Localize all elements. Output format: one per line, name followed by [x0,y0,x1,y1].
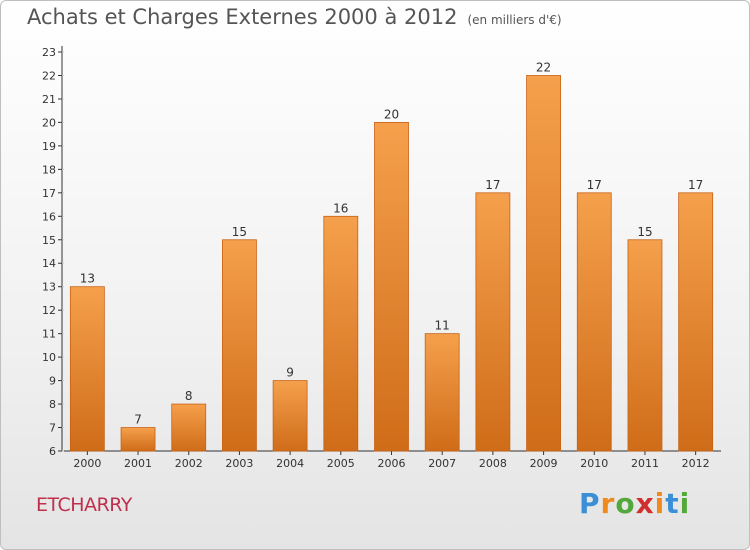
chart-title: Achats et Charges Externes 2000 à 2012 (e… [27,5,562,29]
y-tick-label: 22 [42,69,56,82]
bar-value-label: 8 [185,389,193,403]
x-tick-label: 2003 [225,457,253,470]
logo-letter: o [615,487,636,520]
bar-value-label: 7 [134,413,142,427]
bar [424,333,460,452]
bar [120,427,156,452]
y-tick-label: 13 [42,281,56,294]
y-tick-label: 11 [42,328,56,341]
x-tick-label: 2006 [378,457,406,470]
bar [272,380,308,452]
y-tick-label: 7 [49,422,56,435]
x-tick-label: 2000 [73,457,101,470]
y-tick-label: 15 [42,234,56,247]
y-tick-label: 18 [42,163,56,176]
x-tick-label: 2010 [580,457,608,470]
bar-value-label: 11 [435,319,450,333]
y-tick-label: 21 [42,93,56,106]
x-tick-label: 2005 [327,457,355,470]
y-tick-label: 20 [42,116,56,129]
y-tick-label: 8 [49,398,56,411]
bar [69,286,105,452]
logo-letter: t [665,487,680,520]
bar-value-label: 22 [536,60,551,74]
y-tick-label: 9 [49,375,56,388]
bar-value-label: 20 [384,107,399,121]
bar-value-label: 15 [637,225,652,239]
bar [627,239,663,452]
logo-letter: i [654,487,666,520]
chart-title-text: Achats et Charges Externes 2000 à 2012 [27,5,458,29]
bar-value-label: 17 [688,178,703,192]
bar-value-label: 16 [333,201,348,215]
y-tick-label: 19 [42,140,56,153]
bar [678,192,714,452]
y-tick-label: 16 [42,210,56,223]
x-tick-label: 2007 [428,457,456,470]
y-tick-label: 14 [42,257,56,270]
x-tick-label: 2009 [530,457,558,470]
bar [374,122,409,452]
bar [171,403,207,452]
logo-letter: i [679,487,691,520]
bar [475,192,511,452]
x-tick-label: 2001 [124,457,152,470]
x-tick-label: 2011 [631,457,659,470]
bar [323,215,359,452]
logo-letter: x [635,487,655,520]
x-tick-label: 2002 [175,457,203,470]
logo-letter: r [600,487,616,520]
bar [526,75,561,452]
bar [222,239,257,452]
y-tick-label: 23 [42,46,56,59]
bar-value-label: 9 [286,366,294,380]
chart-unit: (en milliers d'€) [467,13,562,27]
proxiti-logo: Proxiti [579,487,690,520]
y-tick-label: 6 [49,445,56,458]
commune-name: ETCHARRY [36,494,132,516]
y-tick-label: 10 [42,351,56,364]
y-tick-label: 17 [42,187,56,200]
x-tick-label: 2004 [276,457,304,470]
x-tick-label: 2008 [479,457,507,470]
bar-value-label: 15 [232,225,247,239]
logo-letter: P [579,487,601,520]
bar-value-label: 13 [80,272,95,286]
bar-value-label: 17 [485,178,500,192]
bar [576,192,612,452]
y-tick-label: 12 [42,304,56,317]
bar-value-label: 17 [587,178,602,192]
x-tick-label: 2012 [682,457,710,470]
